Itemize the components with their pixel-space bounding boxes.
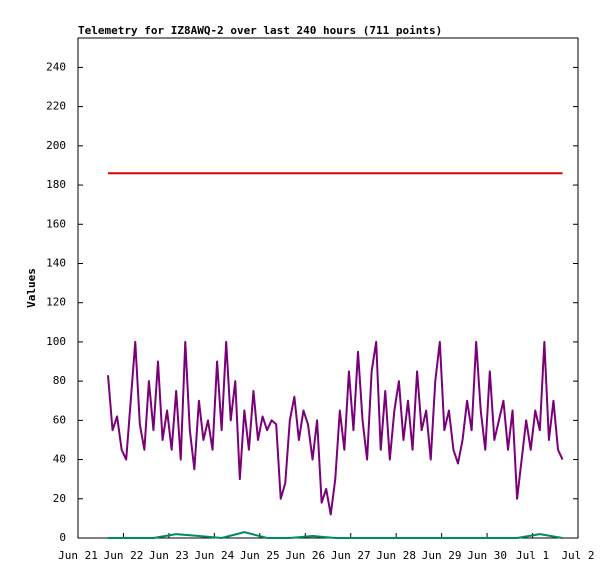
series-line xyxy=(108,531,563,539)
x-tick-label: Jun 27 xyxy=(331,549,371,562)
x-tick-label: Jun 26 xyxy=(285,549,325,562)
y-tick-label: 180 xyxy=(46,178,66,191)
x-tick-label: Jun 28 xyxy=(376,549,416,562)
x-tick-label: Jul 2 xyxy=(561,549,594,562)
y-tick-label: 220 xyxy=(46,100,66,113)
x-tick-label: Jun 30 xyxy=(467,549,507,562)
chart-title: Telemetry for IZ8AWQ-2 over last 240 hou… xyxy=(78,24,442,37)
x-tick-label: Jun 21 xyxy=(58,549,98,562)
y-tick-label: 120 xyxy=(46,296,66,309)
y-tick-label: 200 xyxy=(46,139,66,152)
x-tick-label: Jun 23 xyxy=(149,549,189,562)
y-tick-label: 140 xyxy=(46,256,66,269)
y-tick-label: 40 xyxy=(53,453,66,466)
x-tick-label: Jul 1 xyxy=(516,549,549,562)
x-tick-label: Jun 22 xyxy=(104,549,144,562)
x-tick-label: Jun 24 xyxy=(194,549,234,562)
y-tick-label: 100 xyxy=(46,335,66,348)
series-line xyxy=(107,340,564,516)
y-tick-label: 240 xyxy=(46,60,66,73)
y-tick-label: 0 xyxy=(59,531,66,544)
y-tick-label: 60 xyxy=(53,413,66,426)
x-tick-label: Jun 29 xyxy=(422,549,462,562)
x-tick-label: Jun 25 xyxy=(240,549,280,562)
y-tick-label: 80 xyxy=(53,374,66,387)
y-tick-label: 160 xyxy=(46,217,66,230)
y-axis-label: Values xyxy=(25,268,38,308)
y-tick-label: 20 xyxy=(53,492,66,505)
